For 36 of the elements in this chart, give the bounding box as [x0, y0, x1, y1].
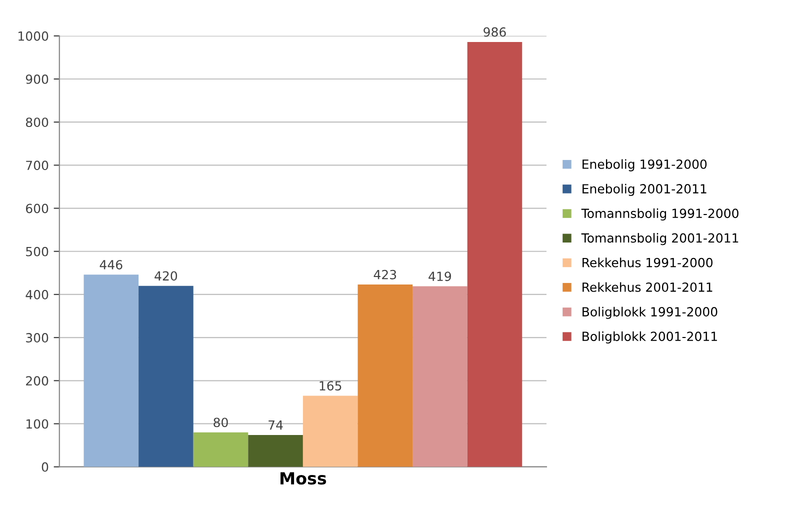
data-label: 986	[484, 27, 506, 37]
y-tick-label: 900	[26, 74, 48, 84]
data-label: 419	[428, 272, 451, 282]
bar	[302, 396, 358, 467]
bar	[358, 284, 413, 467]
legend-label: Rekkehus 2001-2011	[582, 282, 712, 292]
y-tick-label: 200	[26, 376, 48, 386]
bar	[412, 286, 468, 467]
y-tick-label: 600	[26, 204, 48, 214]
bar	[248, 434, 303, 467]
data-label: 74	[268, 420, 283, 430]
y-tick-label: 500	[26, 246, 48, 256]
legend-label: Boligblokk 2001-2011	[582, 331, 717, 344]
data-label: 423	[374, 270, 396, 280]
data-label: 165	[320, 381, 342, 391]
data-label: 80	[214, 418, 228, 428]
legend-label: Boligblokk 1991-2000	[582, 306, 718, 319]
x-tick-label: Moss	[280, 472, 326, 485]
data-label: 446	[100, 260, 122, 270]
bar	[467, 42, 522, 467]
bar	[138, 286, 194, 467]
data-label: 420	[154, 271, 178, 281]
bar	[84, 274, 139, 467]
legend-label: Enebolig 2001-2011	[582, 184, 706, 196]
legend-label: Enebolig 1991-2000	[582, 159, 707, 172]
bar	[193, 432, 248, 467]
y-tick-label: 300	[26, 333, 48, 342]
y-tick-label: 1000	[18, 31, 48, 41]
legend-label: Tomannsbolig 2001-2011	[581, 233, 738, 246]
legend-label: Tomannsbolig 1991-2000	[581, 208, 738, 221]
y-tick-label: 400	[26, 290, 48, 300]
y-tick-label: 0	[42, 462, 48, 472]
y-tick-label: 800	[26, 118, 48, 128]
y-tick-label: 100	[26, 419, 48, 429]
legend-label: Rekkehus 1991-2000	[582, 258, 713, 268]
y-tick-label: 700	[26, 160, 48, 170]
